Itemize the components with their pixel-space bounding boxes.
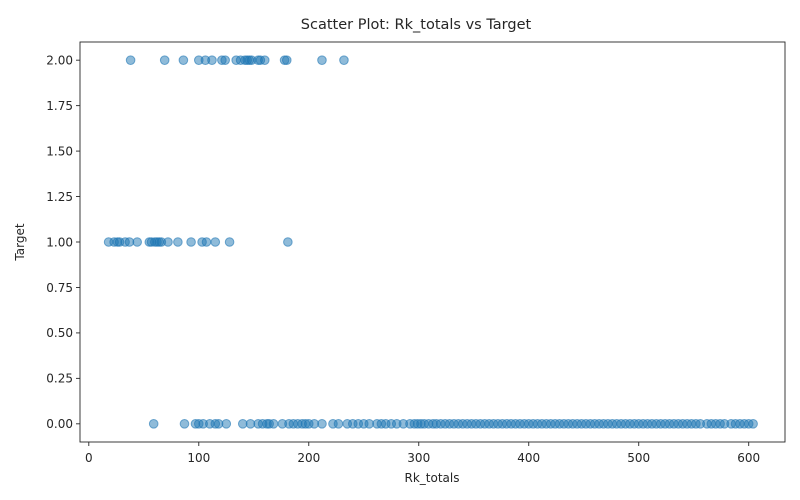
data-point: [283, 237, 293, 247]
y-tick-label: 1.50: [46, 144, 73, 158]
x-tick-label: 100: [187, 451, 210, 465]
data-point: [163, 237, 173, 247]
data-point: [210, 237, 221, 247]
data-point: [220, 55, 230, 65]
data-point: [159, 55, 170, 65]
x-tick-label: 400: [517, 451, 540, 465]
x-tick-label: 200: [297, 451, 320, 465]
x-tick-label: 300: [407, 451, 430, 465]
points-layer: [103, 55, 758, 429]
data-point: [268, 419, 279, 429]
plot-frame: [79, 41, 786, 443]
y-tick-label: 0.75: [46, 281, 73, 295]
x-ticks: 0 100 200 300 400 500 600: [85, 442, 760, 465]
x-tick-label: 500: [627, 451, 650, 465]
x-axis-label: Rk_totals: [405, 471, 460, 485]
y-tick-label: 1.75: [46, 99, 73, 113]
data-point: [148, 419, 159, 429]
y-axis-label: Target: [13, 223, 27, 261]
data-point: [748, 419, 758, 429]
data-point: [178, 55, 189, 65]
data-point: [224, 237, 235, 247]
data-point: [201, 237, 212, 247]
y-tick-label: 0.00: [46, 417, 73, 431]
y-tick-label: 0.50: [46, 326, 73, 340]
y-tick-label: 1.00: [46, 235, 73, 249]
data-point: [317, 55, 327, 65]
y-tick-label: 2.00: [46, 53, 73, 67]
x-tick-label: 600: [737, 451, 760, 465]
y-ticks: 0.00 0.25 0.50 0.75 1.00 1.25 1.50 1.75 2.00: [46, 53, 80, 431]
chart-title: Scatter Plot: Rk_totals vs Target: [301, 17, 532, 33]
x-tick-label: 0: [85, 451, 93, 465]
data-point: [221, 419, 232, 429]
data-point: [317, 419, 327, 429]
y-tick-label: 1.25: [46, 190, 73, 204]
data-point: [259, 55, 270, 65]
data-point: [179, 419, 190, 429]
data-point: [125, 55, 136, 65]
data-point: [207, 55, 217, 65]
data-point: [333, 419, 344, 429]
data-point: [173, 237, 183, 247]
y-tick-label: 0.25: [46, 372, 73, 386]
data-point: [339, 55, 349, 65]
data-point: [186, 237, 196, 247]
data-point: [281, 55, 292, 65]
data-point: [132, 237, 142, 247]
